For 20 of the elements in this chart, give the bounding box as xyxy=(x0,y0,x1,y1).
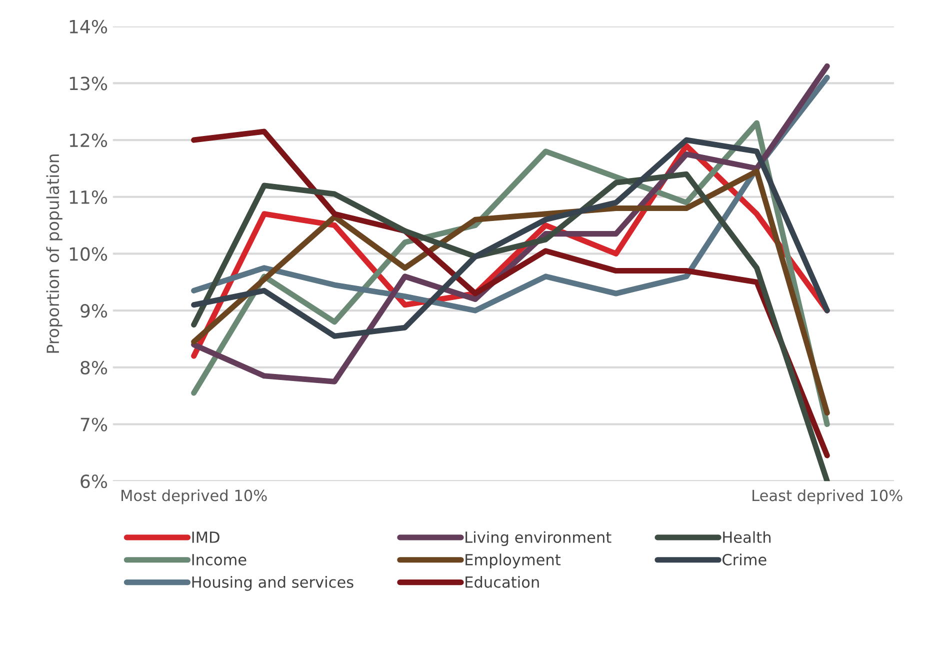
legend-label: Crime xyxy=(722,554,766,566)
y-tick-label: 14% xyxy=(70,20,108,34)
x-tick-label: Most deprived 10% xyxy=(122,489,267,504)
y-tick-label: 6% xyxy=(80,474,108,488)
legend-label: Employment xyxy=(466,554,561,568)
legend-label: Living environment xyxy=(466,531,612,546)
legend-label: Health xyxy=(723,531,771,544)
legend-label: Education xyxy=(466,576,539,588)
x-tick-label: Least deprived 10% xyxy=(752,489,902,504)
y-tick-label: 10% xyxy=(70,247,108,261)
y-tick-label: 13% xyxy=(70,76,108,90)
y-tick-label: 11% xyxy=(70,190,108,204)
legend-label: Income xyxy=(192,554,246,566)
y-tick-label: 9% xyxy=(80,304,108,318)
y-tick-label: 8% xyxy=(80,360,108,375)
legend-label: IMD xyxy=(192,532,220,543)
legend-label: Housing and services xyxy=(192,576,354,591)
y-tick-label: 7% xyxy=(80,418,108,432)
y-axis-title: Proportion of population xyxy=(46,154,62,353)
y-tick-label: 12% xyxy=(70,133,108,148)
